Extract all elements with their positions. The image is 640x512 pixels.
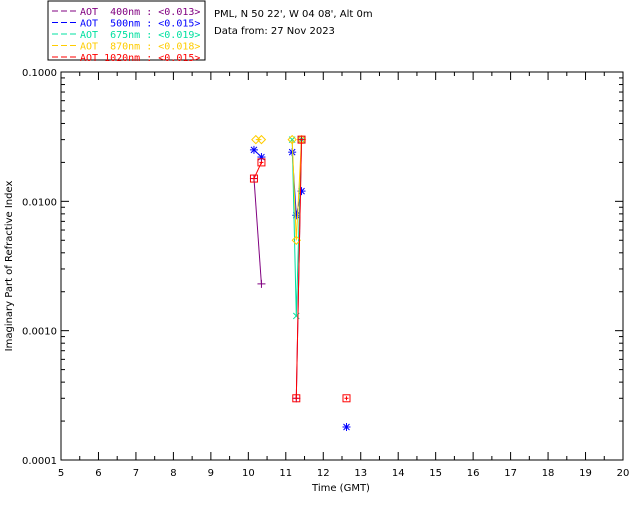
- x-tick-label: 10: [242, 468, 255, 479]
- x-tick-label: 6: [95, 468, 101, 479]
- x-axis-label: Time (GMT): [311, 483, 370, 494]
- x-tick-label: 14: [392, 468, 405, 479]
- series-5: [249, 135, 351, 403]
- x-tick-label: 9: [208, 468, 214, 479]
- x-tick-label: 15: [429, 468, 442, 479]
- data-point-square: [292, 394, 301, 403]
- legend-entry: AOT 1020nm : <0.015>: [80, 53, 200, 64]
- x-tick-label: 7: [133, 468, 139, 479]
- data-point-diamond: [287, 134, 297, 145]
- site-info: PML, N 50 22', W 04 08', Alt 0m: [214, 9, 373, 20]
- y-tick-label: 0.1000: [22, 68, 57, 79]
- data-point-square: [342, 394, 351, 403]
- data-point-square: [249, 174, 258, 183]
- series-line: [291, 139, 302, 241]
- series-line: [253, 178, 262, 284]
- y-tick-label: 0.0001: [22, 456, 57, 467]
- data-point-square: [257, 158, 266, 167]
- legend: AOT 400nm : <0.013>AOT 500nm : <0.015>AO…: [47, 0, 206, 64]
- data-point-asterisk: [257, 153, 266, 162]
- series-line: [253, 162, 262, 179]
- data-point-asterisk: [249, 145, 258, 154]
- data-point-plus: [257, 279, 266, 288]
- x-tick-label: 12: [317, 468, 330, 479]
- legend-entry: AOT 870nm : <0.018>: [80, 42, 200, 53]
- y-axis-label: Imaginary Part of Refractive Index: [4, 181, 15, 352]
- x-axis: 5 6 7 8 9 10 11 12 13 14 15 16 17 18 19 20: [58, 72, 630, 479]
- x-tick-label: 8: [170, 468, 176, 479]
- date-info: Data from: 27 Nov 2023: [214, 26, 335, 37]
- data-point-square: [297, 135, 306, 144]
- data-point-asterisk: [342, 422, 351, 431]
- x-tick-label: 18: [542, 468, 555, 479]
- x-tick-label: 20: [617, 468, 630, 479]
- x-tick-label: 13: [354, 468, 367, 479]
- x-tick-label: 11: [279, 468, 292, 479]
- x-tick-label: 17: [504, 468, 517, 479]
- legend-entry: AOT 400nm : <0.013>: [80, 7, 200, 18]
- y-axis: 0.0001 0.0010 0.0100 0.1000: [22, 68, 623, 467]
- data-point-diamond: [256, 134, 267, 145]
- series-line: [295, 139, 302, 399]
- legend-entry: AOT 500nm : <0.015>: [80, 19, 200, 30]
- x-tick-label: 5: [58, 468, 64, 479]
- legend-items: AOT 400nm : <0.013>AOT 500nm : <0.015>AO…: [52, 7, 200, 64]
- x-tick-label: 19: [579, 468, 592, 479]
- legend-entry: AOT 675nm : <0.019>: [80, 30, 200, 41]
- data-point-diamond: [291, 235, 301, 245]
- plot-area: [249, 134, 351, 431]
- y-tick-label: 0.0010: [22, 327, 57, 338]
- x-tick-label: 16: [467, 468, 480, 479]
- y-tick-label: 0.0100: [22, 197, 57, 208]
